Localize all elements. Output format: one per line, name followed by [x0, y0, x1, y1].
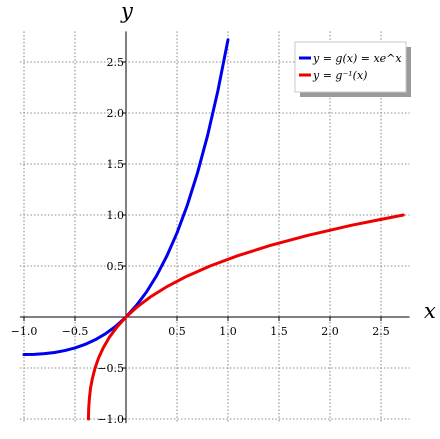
y-tick-label: 2.0	[107, 107, 125, 120]
y-axis-label: y	[120, 0, 134, 23]
y-tick-label: 1.5	[107, 158, 125, 171]
y-tick-label: 0.5	[107, 260, 125, 273]
tick-labels: −1.0 −0.5 0.5 1.0 1.5 2.0 2.5 −1.0 −0.5 0.5 1.0 1.5…	[11, 56, 390, 426]
y-tick-label: −0.5	[97, 362, 124, 375]
x-tick-label: 2.5	[372, 325, 390, 338]
y-tick-label: 2.5	[107, 56, 125, 69]
grid	[19, 31, 410, 424]
x-tick-label: 0.5	[168, 325, 186, 338]
x-tick-label: −1.0	[11, 325, 38, 338]
x-tick-label: −0.5	[62, 325, 89, 338]
y-tick-label: −1.0	[97, 413, 124, 426]
x-tick-label: 1.0	[219, 325, 237, 338]
legend-box	[294, 41, 407, 93]
series-line-g-inverse	[86, 213, 405, 421]
x-tick-label: 2.0	[321, 325, 339, 338]
y-tick-label: 1.0	[107, 209, 125, 222]
series-lines	[22, 38, 405, 421]
x-axis-label: x	[424, 299, 436, 323]
axes	[19, 31, 410, 424]
legend: y = g(x) = xe^x y = g⁻¹(x)	[294, 41, 411, 97]
legend-label-g-inverse: y = g⁻¹(x)	[312, 69, 367, 82]
x-tick-label: 1.5	[270, 325, 288, 338]
legend-label-g: y = g(x) = xe^x	[312, 52, 402, 65]
